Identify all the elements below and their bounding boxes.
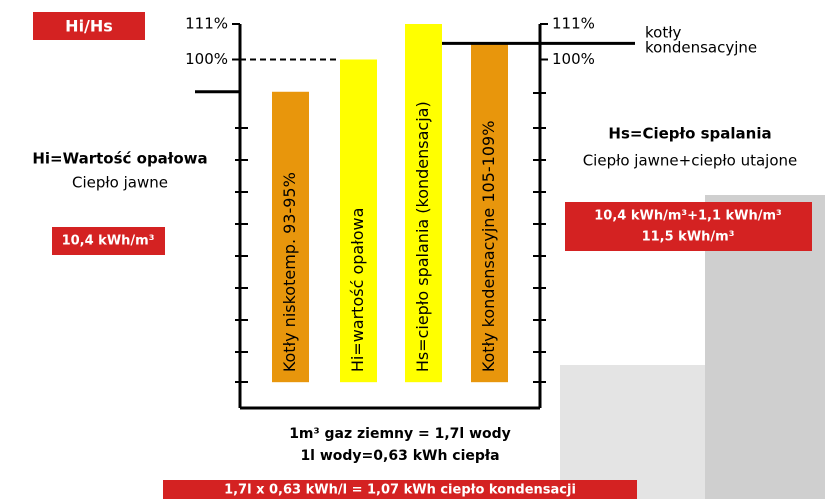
bar-label: Kotły niskotemp. 93-95% — [280, 172, 299, 372]
right-value: 10,4 kWh/m³+1,1 kWh/m³ — [594, 209, 782, 224]
bar — [272, 91, 309, 383]
value-box — [565, 202, 812, 251]
axis-note: kondensacyjne — [645, 39, 757, 57]
right-title: Hs=Ciepło spalania — [608, 125, 771, 143]
bar — [405, 24, 442, 383]
bar — [340, 59, 377, 383]
y-tick-label: 111% — [185, 15, 228, 33]
bottom-text: 1,7l x 0,63 kWh/l = 1,07 kWh ciepło kond… — [224, 483, 576, 498]
bar — [471, 43, 508, 383]
left-title: Hi=Wartość opałowa — [32, 150, 207, 168]
bar-label: Hs=ciepło spalania (kondensacja) — [413, 101, 432, 372]
y2-tick-label: 111% — [552, 15, 595, 33]
footnote: 1l wody=0,63 kWh ciepła — [300, 448, 499, 464]
bottom-box — [163, 480, 637, 499]
right-value: 11,5 kWh/m³ — [642, 230, 735, 245]
value-box — [52, 227, 165, 255]
right-subtitle: Ciepło jawne+ciepło utajone — [583, 152, 798, 170]
y-tick-label: 100% — [185, 50, 228, 68]
y2-tick-label: 100% — [552, 50, 595, 68]
footnote: 1m³ gaz ziemny = 1,7l wody — [289, 426, 511, 442]
left-subtitle: Ciepło jawne — [72, 174, 168, 192]
bar-label: Kotły kondensacyjne 105-109% — [479, 121, 498, 373]
bar-label: Hi=wartość opałowa — [348, 208, 367, 373]
badge-box — [33, 12, 145, 40]
axis-note: kotły — [645, 24, 681, 42]
badge: Hi/Hs — [65, 17, 113, 36]
left-value: 10,4 kWh/m³ — [62, 234, 155, 249]
